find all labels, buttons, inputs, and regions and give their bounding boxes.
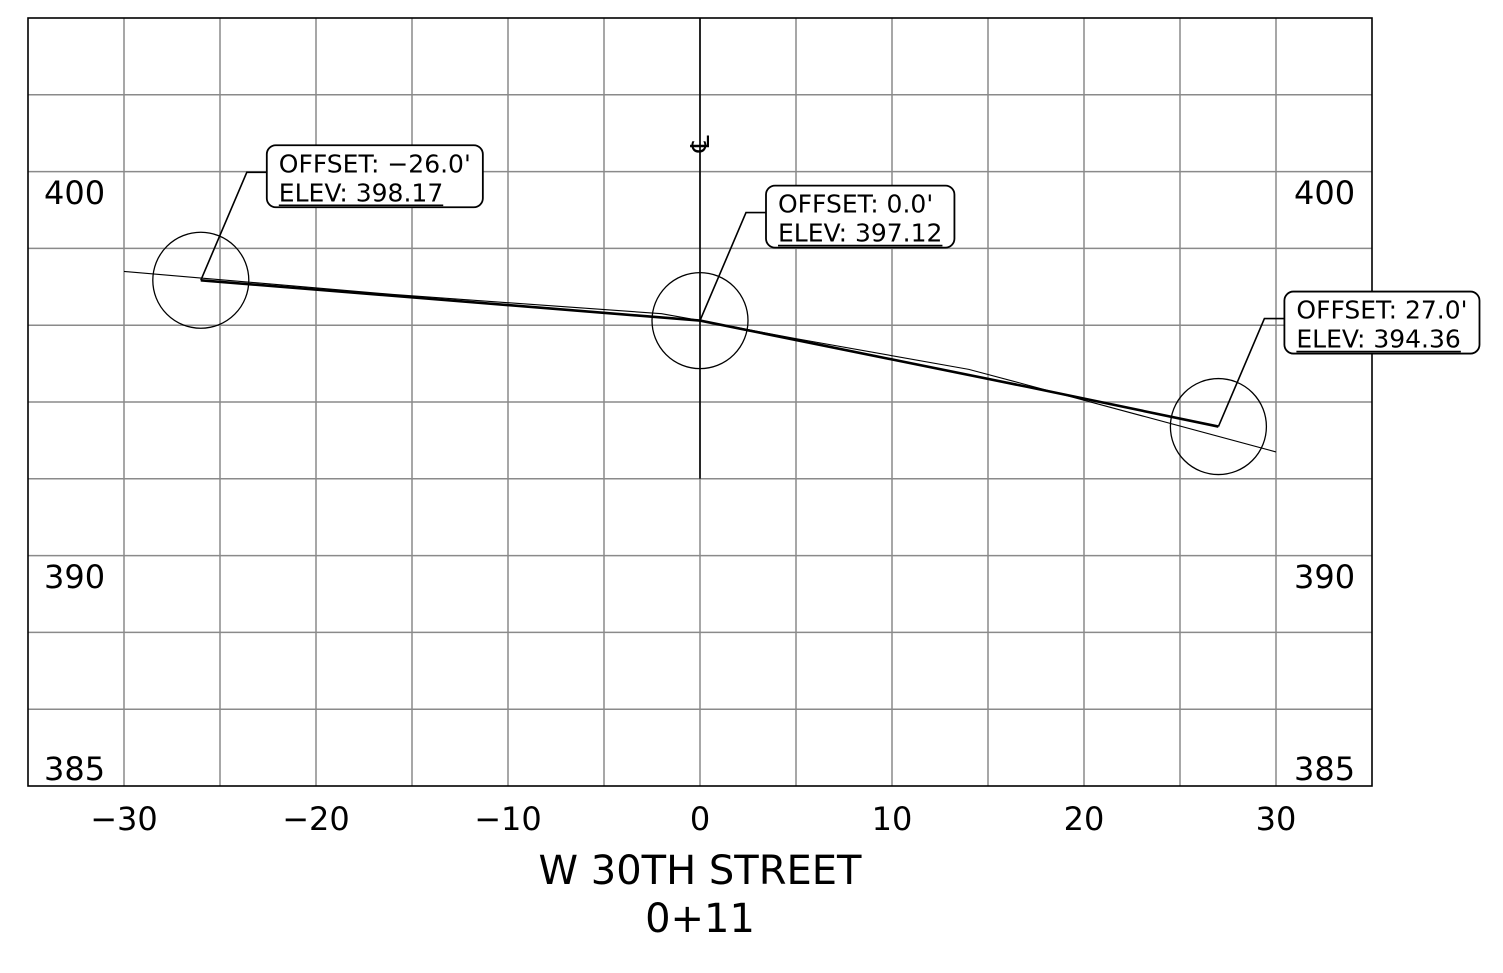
- centerline-symbol: ℄: [686, 135, 716, 153]
- point-marker-circle: [1169, 377, 1268, 476]
- y-tick-label-left: 400: [44, 174, 105, 212]
- y-tick-label-right: 400: [1294, 174, 1355, 212]
- callout-elev-text: ELEV: 394.36: [1296, 325, 1460, 354]
- point-marker-circle: [152, 231, 250, 329]
- callout-elev-text: ELEV: 397.12: [778, 219, 942, 248]
- callout-offset-text: OFFSET: −26.0': [279, 149, 471, 178]
- callout-offset-text: OFFSET: 0.0': [778, 190, 933, 219]
- leader-line: [200, 171, 267, 281]
- station-label: 0+11: [645, 896, 755, 942]
- proposed-grade-line: [200, 278, 1219, 428]
- x-tick-label: 30: [1256, 800, 1297, 838]
- y-tick-label-left: 390: [44, 558, 105, 596]
- callout-elev-text: ELEV: 398.17: [279, 178, 443, 207]
- x-tick-label: 20: [1064, 800, 1105, 838]
- x-tick-label: −10: [474, 800, 542, 838]
- callouts: OFFSET: −26.0'ELEV: 398.17 OFFSET: 0.0'EL…: [200, 144, 1481, 427]
- point-marker-circle: [651, 271, 749, 370]
- profile-lines: [123, 270, 1277, 453]
- callout-box: [1283, 290, 1481, 355]
- callout-box: [265, 144, 484, 209]
- point-markers: [152, 231, 1268, 476]
- tick-labels: −30 −20 −10 0 10 20 30 400 400 390 390 385 385: [44, 174, 1355, 838]
- x-tick-label: 10: [872, 800, 913, 838]
- y-tick-label-right: 385: [1294, 750, 1355, 788]
- leader-line: [699, 211, 766, 321]
- leader-line: [1217, 317, 1285, 427]
- x-tick-label: 0: [690, 800, 710, 838]
- x-tick-label: −30: [90, 800, 158, 838]
- callout-offset-text: OFFSET: 27.0': [1296, 296, 1467, 325]
- y-tick-label-right: 390: [1294, 558, 1355, 596]
- callout-box: [765, 184, 956, 249]
- centerline: ℄: [686, 18, 716, 479]
- y-tick-label-left: 385: [44, 750, 105, 788]
- street-title: W 30TH STREET: [539, 848, 863, 894]
- x-tick-label: −20: [282, 800, 350, 838]
